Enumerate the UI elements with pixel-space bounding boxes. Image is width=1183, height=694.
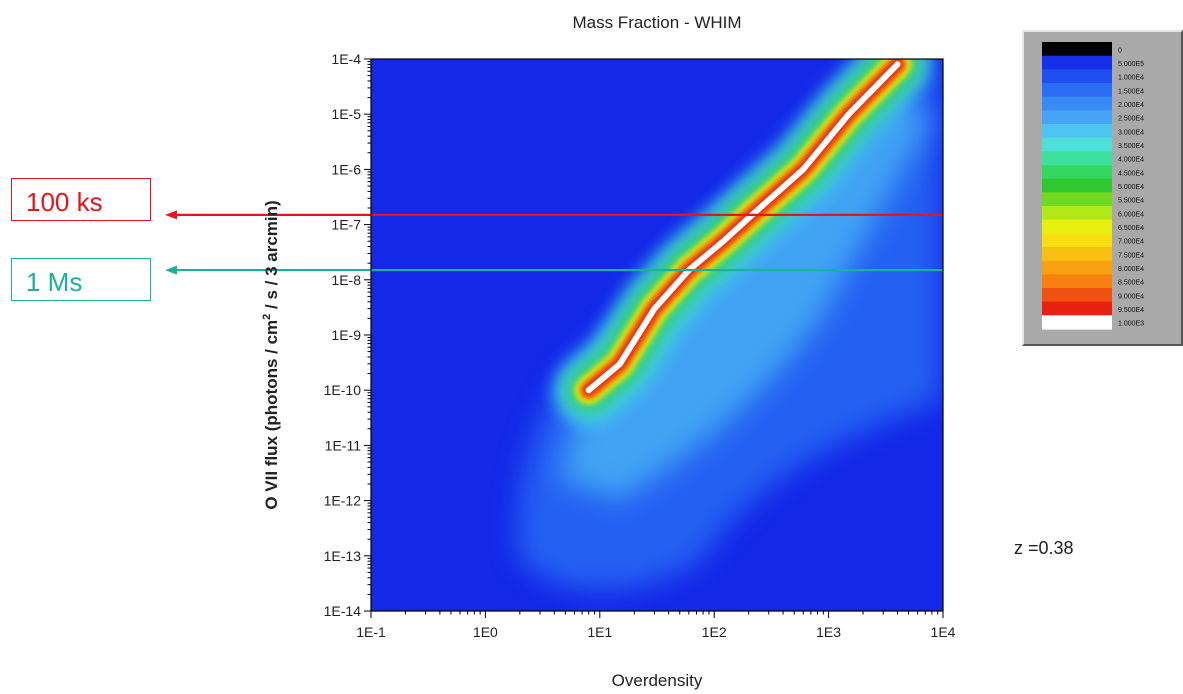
ridge-point-2: [651, 305, 658, 312]
colorbar-swatch: [1042, 151, 1112, 166]
y-tick-label: 1E-7: [331, 217, 361, 233]
threshold-lines: [165, 210, 943, 275]
colorbar-swatch: [1042, 260, 1112, 275]
y-tick-label: 1E-12: [324, 493, 362, 509]
y-tick-label: 1E-14: [324, 603, 362, 619]
colorbar-label: 0: [1118, 47, 1122, 54]
colorbar-label: 1.000E3: [1118, 321, 1144, 328]
colorbar-label: 6.500E4: [1118, 225, 1144, 232]
colorbar-swatch: [1042, 137, 1112, 152]
y-tick-label: 1E-4: [331, 51, 361, 67]
colorbar-label: 1.000E4: [1118, 75, 1144, 82]
threshold-arrow-1: [165, 265, 177, 275]
colorbar-label: 8.000E4: [1118, 266, 1144, 273]
colorbar-legend: 0 5.000E5 1.000E4 1.500E4 2.000E4 2.500E4 3.00…: [1022, 30, 1183, 346]
y-tick-label: 1E-11: [325, 437, 362, 453]
ridge-point-4: [720, 238, 727, 245]
redshift-label: z =0.38: [1014, 538, 1074, 558]
density-field: [518, 59, 940, 590]
colorbar-swatch: [1042, 274, 1112, 289]
colorbar-swatch: [1042, 233, 1112, 248]
colorbar-swatch: [1042, 42, 1112, 57]
colorbar-swatch: [1042, 124, 1112, 139]
x-tick-label: 1E1: [587, 624, 612, 640]
colorbar-swatch: [1042, 288, 1112, 303]
x-axis-title: Overdensity: [612, 671, 703, 690]
colorbar-label: 3.500E4: [1118, 143, 1144, 150]
x-tick-label: 1E3: [816, 624, 841, 640]
x-tick-label: 1E-1: [356, 624, 386, 640]
ridge-point-1: [616, 360, 623, 367]
colorbar-swatch: [1042, 219, 1112, 234]
colorbar-swatch: [1042, 83, 1112, 98]
chart-title: Mass Fraction - WHIM: [572, 13, 741, 32]
colorbar-label: 8.500E4: [1118, 280, 1144, 287]
colorbar-swatch: [1042, 301, 1112, 316]
colorbar-label: 5.000E5: [1118, 61, 1144, 68]
y-axis: 1E-14 1E-13 1E-12 1E-11 1E-10 1E-9 1E-8 1E-7 1E-…: [324, 51, 371, 619]
x-axis: 1E-1 1E0 1E1 1E2 1E3 1E4: [356, 611, 956, 640]
y-tick-label: 1E-6: [331, 161, 361, 177]
y-tick-label: 1E-13: [324, 548, 362, 564]
ridge-point-8: [894, 61, 901, 68]
x-tick-label: 1E0: [473, 624, 498, 640]
colorbar-label: 2.500E4: [1118, 116, 1144, 123]
colorbar-swatch: [1042, 315, 1112, 330]
colorbar-swatch: [1042, 110, 1112, 125]
colorbar-swatch: [1042, 96, 1112, 111]
ridge-point-5: [756, 205, 763, 211]
colorbar-swatch: [1042, 178, 1112, 193]
x-tick-label: 1E4: [931, 624, 956, 640]
ridge-point-0: [585, 387, 592, 394]
colorbar-label: 7.000E4: [1118, 239, 1144, 246]
colorbar-label: 6.000E4: [1118, 211, 1144, 218]
colorbar-label: 9.500E4: [1118, 307, 1144, 314]
x-tick-label: 1E2: [702, 624, 727, 640]
colorbar-label: 3.000E4: [1118, 129, 1144, 136]
colorbar-label: 9.000E4: [1118, 293, 1144, 300]
y-tick-label: 1E-5: [331, 106, 361, 122]
colorbar-swatch: [1042, 69, 1112, 84]
colorbar-label: 4.500E4: [1118, 170, 1144, 177]
colorbar-swatch: [1042, 192, 1112, 207]
colorbar-label: 2.000E4: [1118, 102, 1144, 109]
y-tick-label: 1E-8: [331, 272, 361, 288]
y-tick-label: 1E-9: [331, 327, 361, 343]
colorbar-label: 7.500E4: [1118, 252, 1144, 259]
ridge-point-7: [845, 111, 852, 118]
colorbar-swatch: [1042, 55, 1112, 70]
threshold-label-100ks: 100 ks: [11, 178, 151, 221]
colorbar-label: 4.000E4: [1118, 157, 1144, 164]
colorbar-label: 5.000E4: [1118, 184, 1144, 191]
colorbar-swatch: [1042, 247, 1112, 262]
ridge-point-6: [800, 166, 807, 173]
colorbar-label: 5.500E4: [1118, 198, 1144, 205]
threshold-arrow-0: [165, 210, 177, 220]
y-tick-label: 1E-10: [324, 382, 362, 398]
y-axis-title: O VII flux (photons / cm2 / s / 3 arcmin…: [261, 200, 281, 509]
threshold-label-1ms: 1 Ms: [11, 258, 151, 301]
colorbar-swatch: [1042, 165, 1112, 180]
colorbar-swatch: [1042, 206, 1112, 221]
density-plume-mid: [560, 90, 930, 500]
colorbar-label: 1.500E4: [1118, 88, 1144, 95]
